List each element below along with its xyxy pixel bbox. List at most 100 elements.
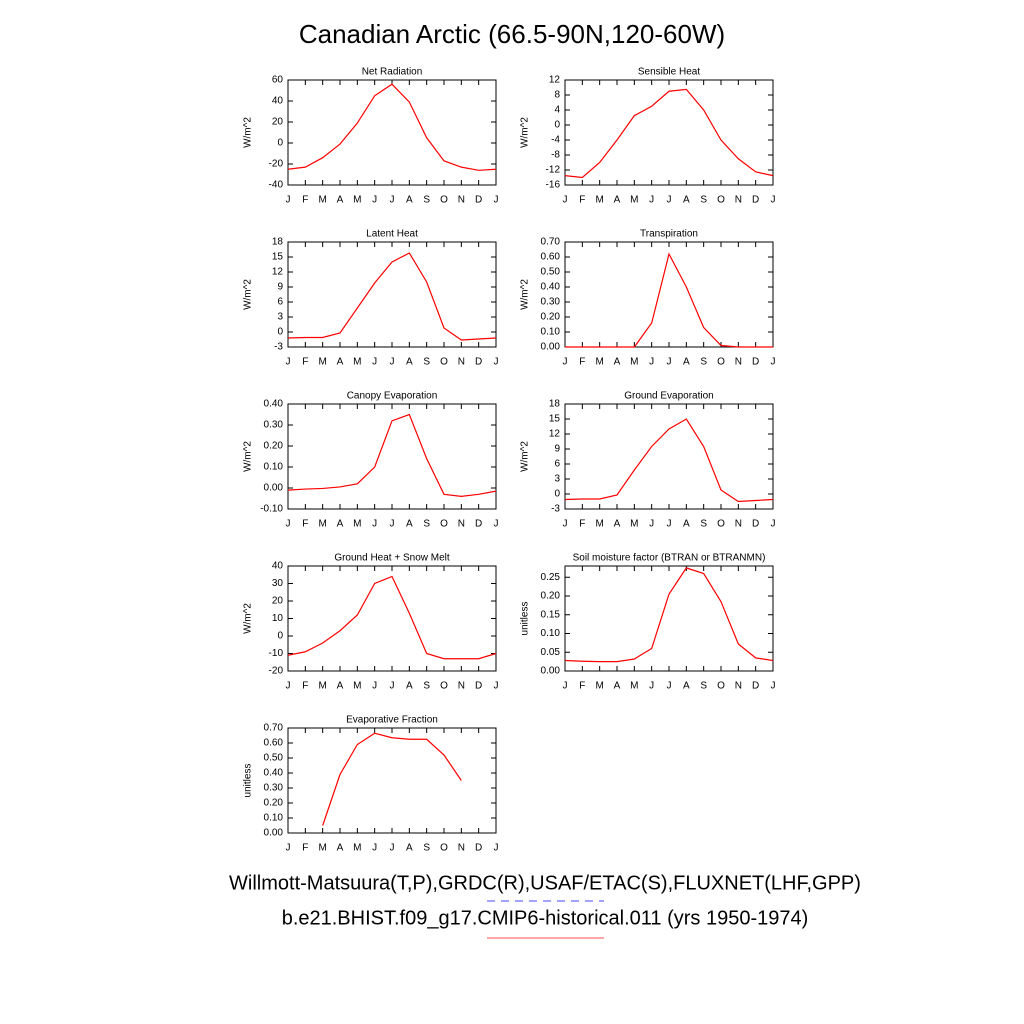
data-line	[287, 575, 497, 660]
data-line	[287, 252, 497, 341]
x-tick-label: N	[458, 519, 465, 530]
x-tick-label: M	[318, 843, 326, 854]
x-tick-label: J	[286, 357, 291, 368]
x-tick-label: M	[595, 357, 603, 368]
x-tick-label: J	[771, 519, 776, 530]
x-tick-label: O	[440, 195, 448, 206]
x-tick-label: J	[494, 357, 499, 368]
x-tick-label: M	[318, 519, 326, 530]
y-tick-label: 18	[549, 399, 561, 410]
x-tick-label: O	[440, 357, 448, 368]
y-tick-label: 0.20	[541, 312, 561, 323]
x-tick-label: J	[372, 681, 377, 692]
x-tick-label: S	[700, 519, 707, 530]
x-tick-label: A	[337, 519, 344, 530]
y-tick-label: 0.30	[541, 297, 561, 308]
x-tick-label: A	[406, 681, 413, 692]
x-tick-label: J	[390, 357, 395, 368]
y-tick-label: 0	[554, 489, 560, 500]
x-tick-label: D	[475, 357, 482, 368]
y-tick-label: 12	[272, 267, 284, 278]
x-tick-label: A	[406, 195, 413, 206]
y-axis-label: unitless	[243, 764, 254, 798]
plot-frame	[564, 403, 774, 510]
y-tick-label: 20	[272, 117, 284, 128]
x-tick-label: M	[595, 195, 603, 206]
y-tick-label: -0.10	[260, 504, 283, 515]
y-tick-label: 15	[549, 414, 561, 425]
x-tick-label: D	[752, 681, 759, 692]
x-tick-label: J	[390, 195, 395, 206]
y-tick-label: 0.00	[264, 483, 284, 494]
x-tick-label: M	[353, 843, 361, 854]
panel-title: Canopy Evaporation	[347, 391, 438, 402]
panel-title: Sensible Heat	[638, 67, 700, 78]
x-tick-label: D	[752, 519, 759, 530]
x-tick-label: O	[717, 519, 725, 530]
x-tick-label: A	[406, 519, 413, 530]
y-tick-label: -8	[551, 150, 560, 161]
x-tick-label: F	[302, 357, 308, 368]
y-tick-label: 0.20	[264, 798, 284, 809]
y-tick-label: 0.05	[541, 647, 561, 658]
x-tick-label: S	[700, 195, 707, 206]
y-tick-label: 18	[272, 237, 284, 248]
x-tick-label: J	[372, 195, 377, 206]
x-tick-label: A	[683, 681, 690, 692]
y-tick-label: 0.10	[541, 628, 561, 639]
y-tick-label: 12	[549, 75, 561, 86]
x-tick-label: D	[475, 843, 482, 854]
y-tick-label: 40	[272, 561, 284, 572]
x-tick-label: D	[475, 519, 482, 530]
x-tick-label: N	[735, 195, 742, 206]
x-tick-label: F	[302, 843, 308, 854]
x-tick-label: A	[683, 357, 690, 368]
y-tick-label: 0.40	[264, 768, 284, 779]
x-tick-label: D	[475, 681, 482, 692]
x-tick-label: O	[440, 681, 448, 692]
x-tick-label: O	[440, 519, 448, 530]
x-tick-label: J	[649, 519, 654, 530]
x-tick-label: S	[423, 357, 430, 368]
panel-title: Net Radiation	[362, 67, 423, 78]
x-tick-label: F	[302, 519, 308, 530]
data-line	[322, 732, 462, 826]
x-tick-label: J	[286, 519, 291, 530]
panel-title: Soil moisture factor (BTRAN or BTRANMN)	[573, 553, 766, 564]
x-tick-label: J	[390, 681, 395, 692]
x-tick-label: J	[494, 195, 499, 206]
data-line	[565, 252, 773, 348]
y-tick-label: -20	[269, 159, 284, 170]
panel-title: Latent Heat	[366, 229, 418, 240]
y-tick-label: 4	[554, 105, 560, 116]
x-tick-label: M	[353, 357, 361, 368]
x-tick-label: N	[735, 519, 742, 530]
x-tick-label: M	[318, 357, 326, 368]
x-tick-label: J	[667, 195, 672, 206]
data-line	[564, 88, 774, 179]
y-tick-label: -10	[269, 648, 284, 659]
panel-title: Evaporative Fraction	[346, 715, 438, 726]
x-tick-label: N	[458, 843, 465, 854]
y-axis-label: W/m^2	[520, 117, 531, 148]
y-tick-label: 9	[277, 282, 283, 293]
y-axis-label: W/m^2	[243, 603, 254, 634]
x-tick-label: J	[563, 195, 568, 206]
x-tick-label: F	[579, 195, 585, 206]
x-tick-label: J	[771, 195, 776, 206]
y-tick-label: -20	[269, 666, 284, 677]
x-tick-label: M	[630, 519, 638, 530]
y-tick-label: 0.30	[264, 420, 284, 431]
x-tick-label: A	[406, 843, 413, 854]
y-tick-label: 15	[272, 252, 284, 263]
x-tick-label: M	[595, 681, 603, 692]
panel-title: Ground Evaporation	[624, 391, 714, 402]
x-tick-label: M	[353, 519, 361, 530]
y-tick-label: 0.40	[541, 282, 561, 293]
y-tick-label: 0.50	[541, 267, 561, 278]
x-tick-label: J	[649, 681, 654, 692]
y-tick-label: 0.00	[541, 342, 561, 353]
x-tick-label: D	[475, 195, 482, 206]
x-tick-label: O	[717, 195, 725, 206]
